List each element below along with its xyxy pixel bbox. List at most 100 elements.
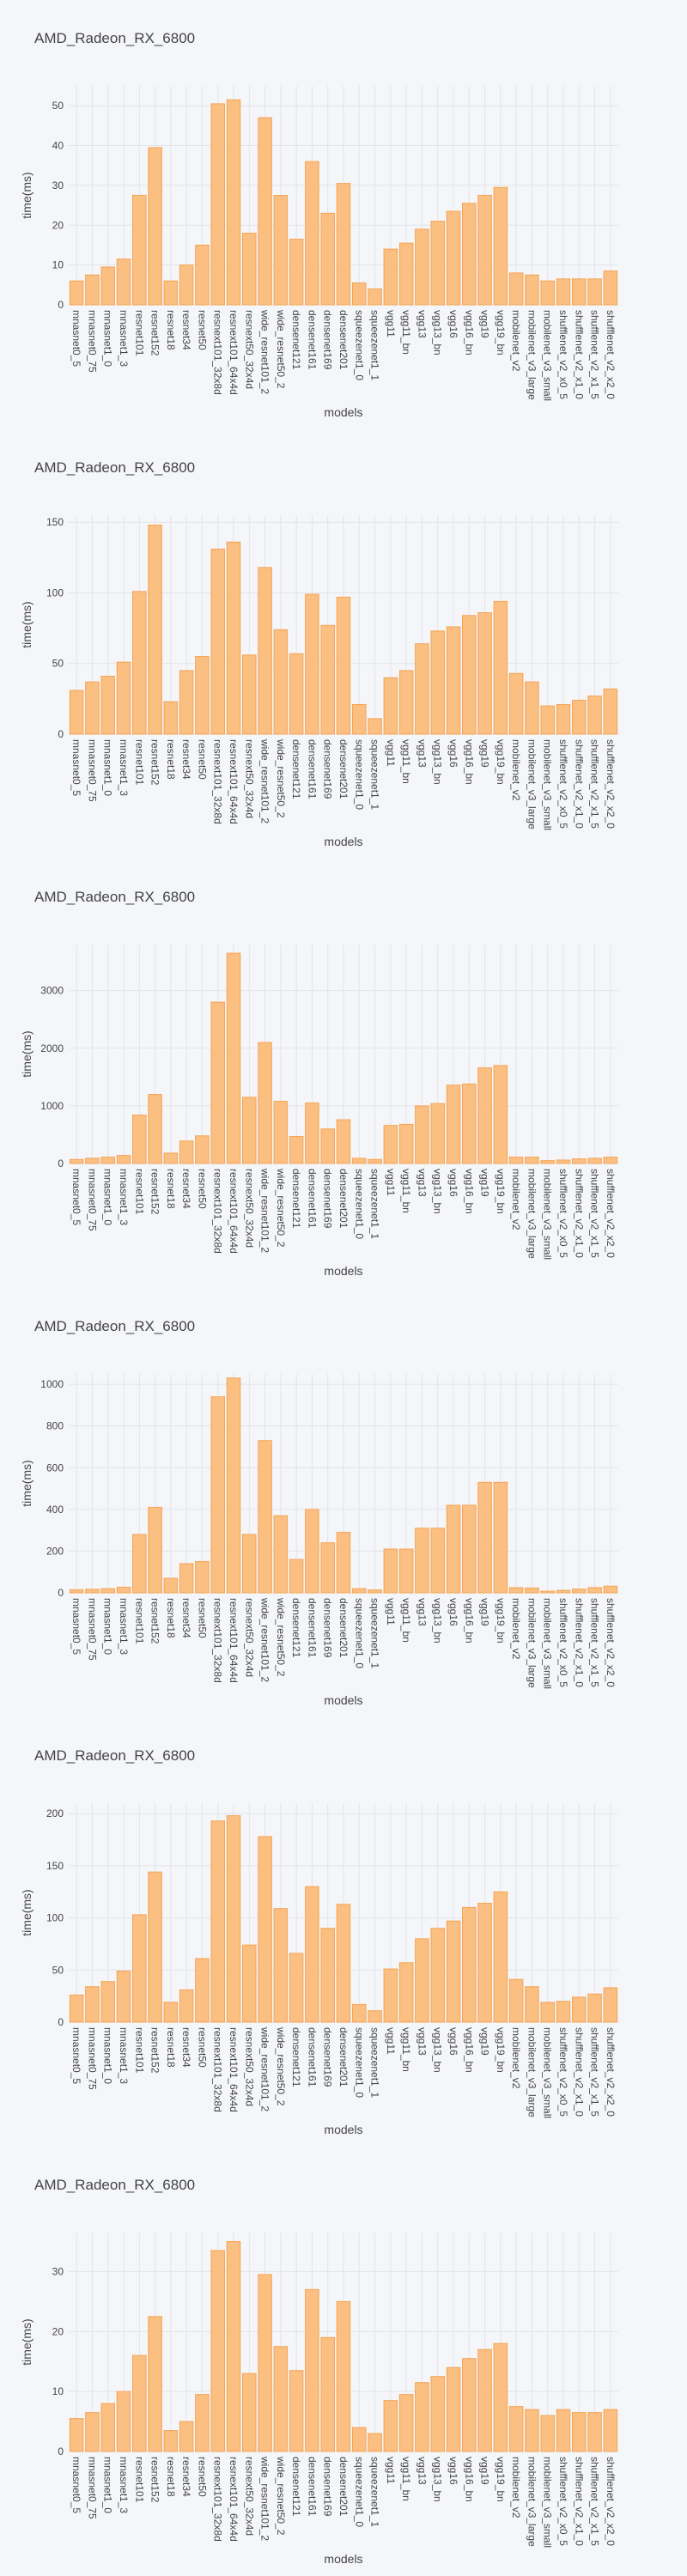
bar-mobilenet_v2 bbox=[508, 672, 524, 735]
bar-densenet201 bbox=[336, 1532, 351, 1594]
y-axis-title: time(ms) bbox=[20, 1030, 33, 1077]
bar-mnasnet1_3 bbox=[116, 661, 131, 735]
bar-mobilenet_v3_small bbox=[540, 2002, 555, 2023]
bar-squeezenet1_1 bbox=[368, 1158, 382, 1164]
bar-resnet101 bbox=[132, 195, 147, 306]
bar-mnasnet1_0 bbox=[100, 1157, 115, 1164]
x-tick-label: resnext101_64x4d bbox=[228, 2457, 240, 2542]
x-tick-label: shufflenet_v2_x1_5 bbox=[589, 2457, 601, 2546]
bar-resnet101 bbox=[132, 1914, 147, 2023]
bar-shufflenet_v2_x0_5 bbox=[556, 2409, 571, 2452]
x-tick-label: vgg16 bbox=[447, 1169, 459, 1197]
x-tick-label: resnet50 bbox=[196, 310, 208, 350]
x-tick-label: densenet201 bbox=[337, 1598, 350, 1658]
x-axis-title: models bbox=[324, 1693, 362, 1707]
x-tick-label: vgg11_bn bbox=[400, 310, 412, 355]
bar-shufflenet_v2_x0_5 bbox=[556, 703, 571, 735]
bar-mnasnet0_5 bbox=[69, 1589, 84, 1594]
bar-vgg11 bbox=[383, 1968, 398, 2023]
bar-vgg19_bn bbox=[493, 2342, 508, 2452]
bar-wide_resnet50_2 bbox=[273, 2346, 289, 2452]
y-tick-label: 150 bbox=[46, 1860, 64, 1872]
x-tick-label: resnext50_32x4d bbox=[243, 1169, 255, 1248]
bar-mnasnet1_3 bbox=[116, 1586, 131, 1594]
x-tick-label: vgg11_bn bbox=[400, 2457, 412, 2501]
chart-title: AMD_Radeon_RX_6800 bbox=[34, 1318, 195, 1334]
x-tick-label: shufflenet_v2_x1_5 bbox=[589, 1598, 601, 1687]
x-tick-label: resnet34 bbox=[180, 2457, 192, 2497]
x-tick-label: resnet50 bbox=[196, 739, 208, 780]
x-tick-label: wide_resnet50_2 bbox=[275, 2456, 287, 2536]
x-axis-title: models bbox=[324, 1264, 362, 1278]
bar-mnasnet1_3 bbox=[116, 258, 131, 306]
x-tick-label: densenet161 bbox=[306, 2027, 318, 2087]
x-tick-label: squeezenet1_1 bbox=[369, 1169, 381, 1239]
y-axis-title: time(ms) bbox=[20, 1460, 33, 1506]
bar-wide_resnet101_2 bbox=[258, 1836, 272, 2023]
bar-vgg16_bn bbox=[462, 1083, 477, 1164]
x-tick-label: vgg13 bbox=[416, 2027, 428, 2056]
bar-resnet18 bbox=[163, 1577, 179, 1594]
x-tick-label: resnet152 bbox=[149, 739, 161, 786]
bar-resnext50_32x4d bbox=[242, 1944, 257, 2023]
x-tick-label: vgg11_bn bbox=[400, 1598, 412, 1643]
x-tick-label: mobilenet_v3_small bbox=[542, 739, 554, 830]
x-tick-label: resnet18 bbox=[165, 1598, 177, 1638]
bar-vgg19 bbox=[477, 195, 492, 306]
x-tick-label: densenet161 bbox=[306, 310, 318, 370]
x-axis-title: models bbox=[324, 835, 362, 848]
bar-shufflenet_v2_x1_0 bbox=[572, 1158, 587, 1164]
bar-mobilenet_v3_small bbox=[540, 1160, 555, 1164]
y-tick-label: 200 bbox=[46, 1807, 64, 1820]
bar-mobilenet_v3_small bbox=[540, 705, 555, 735]
x-tick-label: resnext50_32x4d bbox=[243, 739, 255, 818]
bar-vgg11_bn bbox=[398, 1962, 414, 2023]
x-tick-label: resnet101 bbox=[133, 1169, 145, 1215]
x-tick-label: mobilenet_v3_small bbox=[542, 2027, 554, 2118]
x-tick-label: mnasnet1_0 bbox=[102, 739, 114, 796]
bar-resnet50 bbox=[195, 656, 210, 735]
bar-squeezenet1_1 bbox=[368, 718, 382, 735]
bar-resnet152 bbox=[148, 525, 162, 735]
x-tick-label: vgg16_bn bbox=[463, 739, 475, 785]
bar-resnext101_32x8d bbox=[210, 103, 225, 306]
bar-mnasnet0_5 bbox=[69, 690, 84, 735]
bar-mnasnet1_0 bbox=[100, 1981, 115, 2023]
bar-wide_resnet101_2 bbox=[258, 1440, 272, 1594]
y-tick-label: 0 bbox=[58, 2445, 64, 2458]
y-tick-label: 0 bbox=[58, 299, 64, 311]
x-tick-label: mobilenet_v3_small bbox=[542, 1169, 554, 1260]
bar-vgg13 bbox=[415, 1528, 429, 1594]
x-tick-label: densenet169 bbox=[322, 2457, 334, 2517]
bar-vgg13 bbox=[415, 643, 429, 735]
x-tick-label: vgg16_bn bbox=[463, 1169, 475, 1214]
x-tick-label: squeezenet1_0 bbox=[353, 2457, 365, 2527]
x-tick-label: wide_resnet50_2 bbox=[275, 738, 287, 818]
x-tick-label: resnext101_64x4d bbox=[228, 310, 240, 395]
y-tick-label: 1000 bbox=[40, 1378, 64, 1390]
x-tick-label: mobilenet_v3_small bbox=[542, 310, 554, 401]
y-tick-label: 20 bbox=[52, 2325, 64, 2337]
bar-mnasnet1_3 bbox=[116, 1971, 131, 2023]
bar-vgg13 bbox=[415, 228, 429, 306]
bar-densenet169 bbox=[320, 624, 335, 735]
bar-vgg13_bn bbox=[430, 2376, 445, 2452]
x-axis-title: models bbox=[324, 2123, 362, 2136]
bar-resnext50_32x4d bbox=[242, 2372, 257, 2452]
x-tick-label: resnet18 bbox=[165, 2457, 177, 2497]
bar-resnet34 bbox=[179, 1140, 194, 1164]
bar-mnasnet0_5 bbox=[69, 2418, 84, 2452]
bar-wide_resnet50_2 bbox=[273, 1908, 289, 2023]
bar-vgg11_bn bbox=[398, 2394, 414, 2452]
bar-mobilenet_v3_small bbox=[540, 280, 555, 306]
bar-mobilenet_v2 bbox=[508, 272, 524, 306]
x-tick-label: resnet50 bbox=[196, 1169, 208, 1209]
x-tick-label: mnasnet0_5 bbox=[70, 2027, 82, 2084]
x-tick-label: resnet152 bbox=[149, 2457, 161, 2503]
bar-densenet121 bbox=[289, 2370, 304, 2452]
bar-densenet169 bbox=[320, 1542, 335, 1594]
y-tick-label: 800 bbox=[46, 1420, 64, 1432]
x-tick-label: resnet152 bbox=[149, 1598, 161, 1644]
x-tick-label: densenet121 bbox=[290, 1169, 302, 1229]
x-tick-label: wide_resnet50_2 bbox=[275, 309, 287, 389]
